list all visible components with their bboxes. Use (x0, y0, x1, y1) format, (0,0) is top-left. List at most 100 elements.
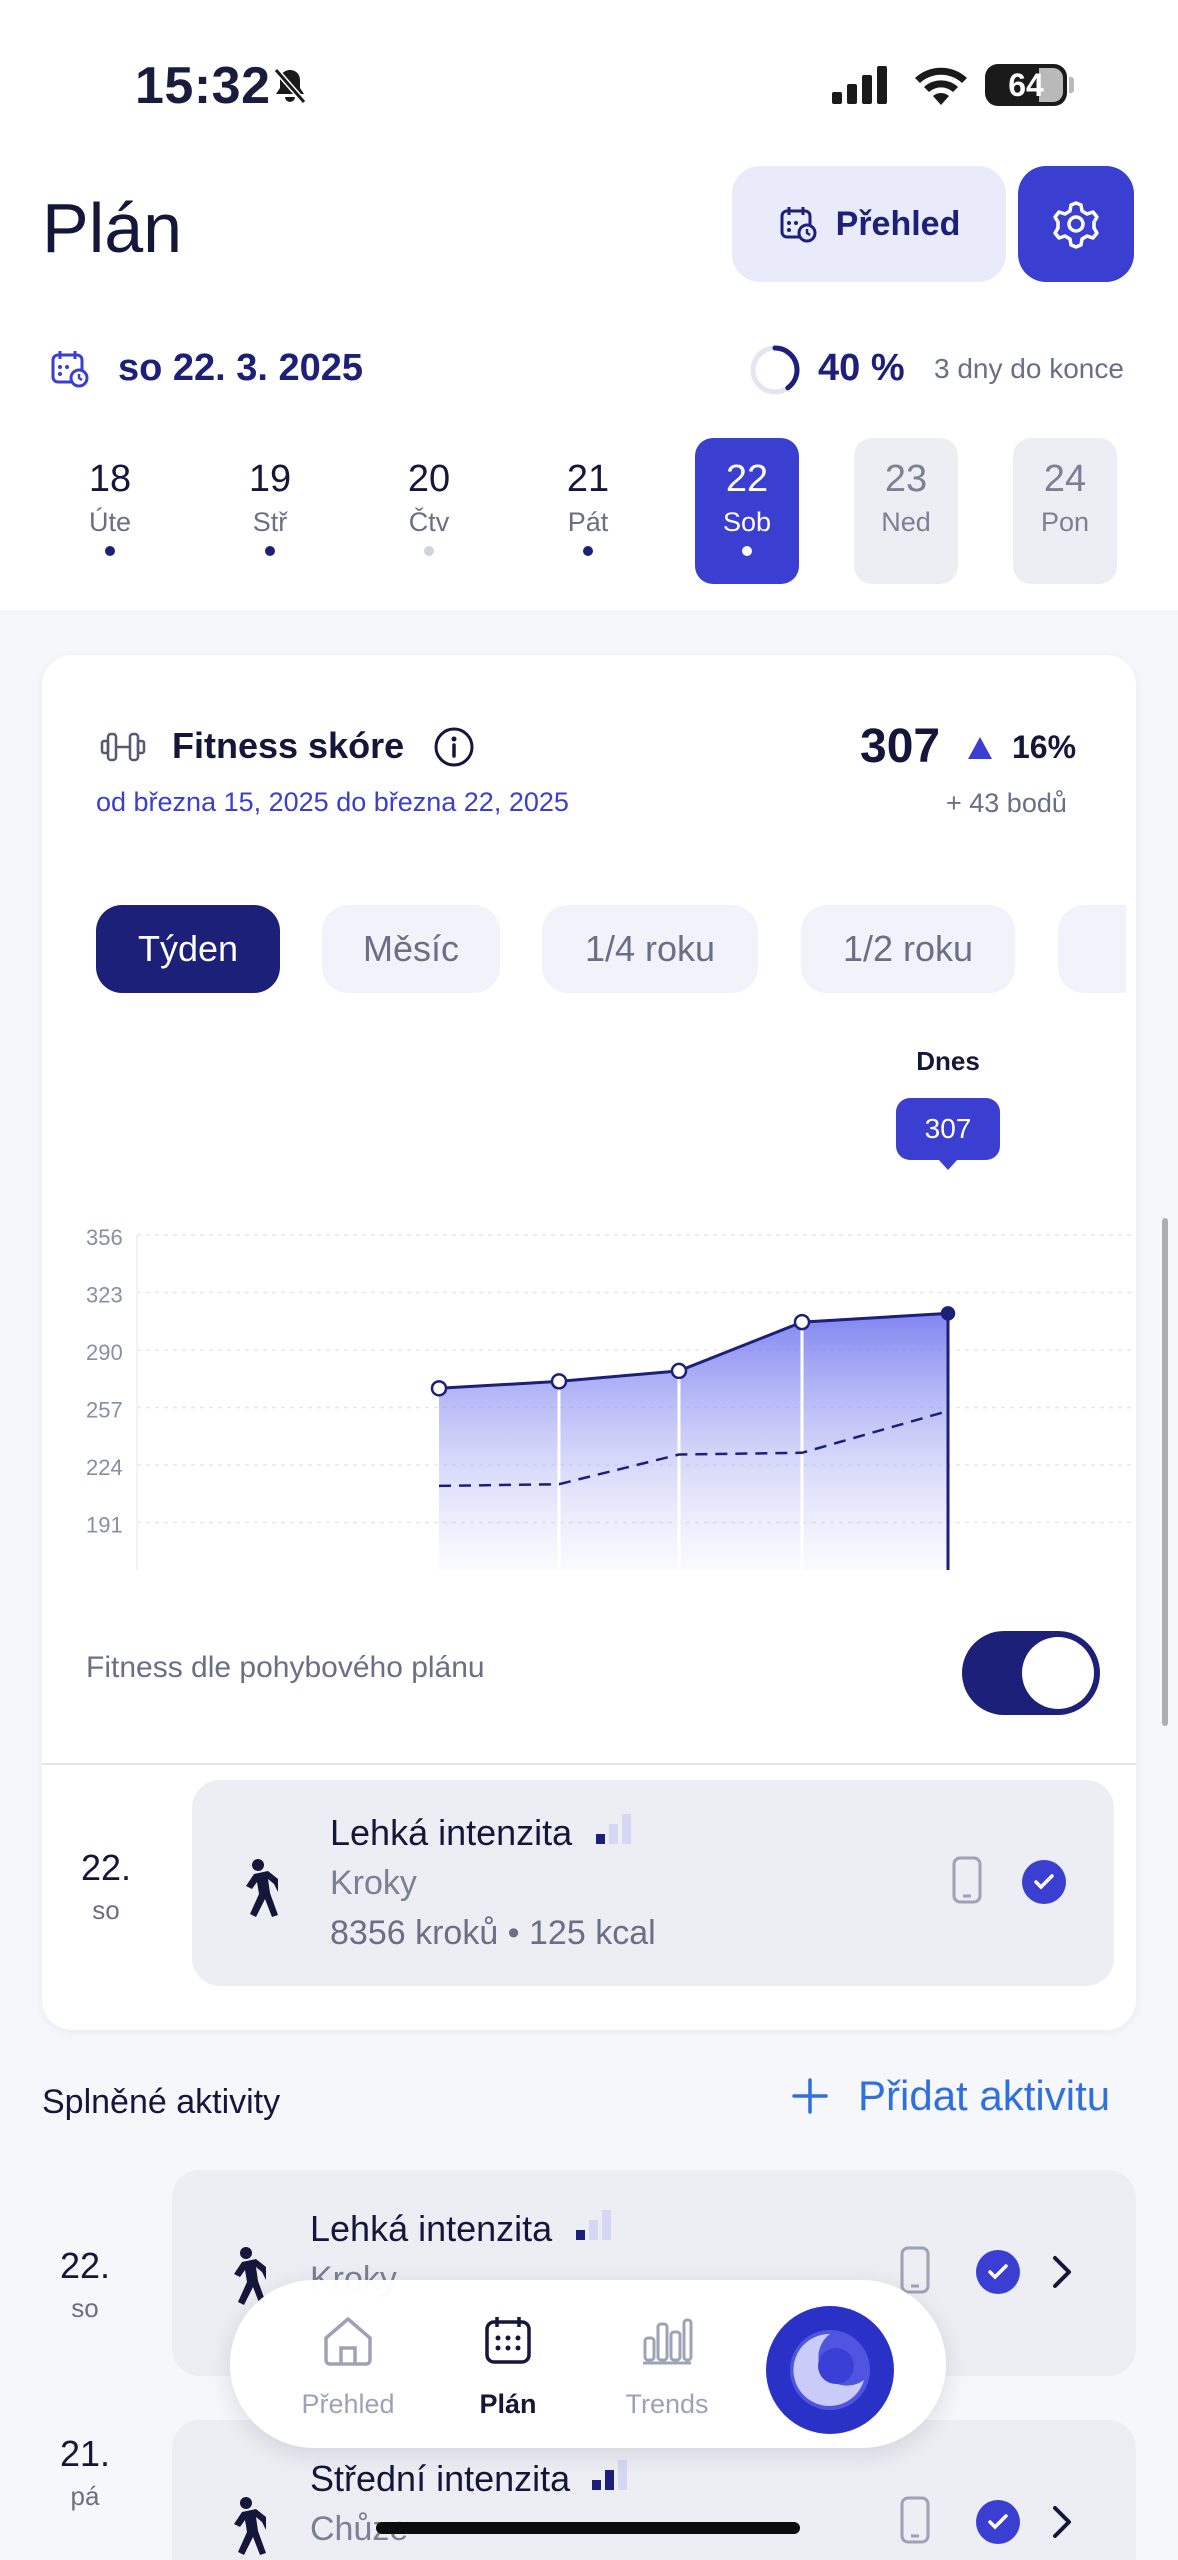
today-label: Dnes (916, 1046, 980, 1076)
chevron-right-icon (1053, 2256, 1071, 2288)
intensity-bars-icon (596, 1814, 631, 1844)
tab-half-year[interactable]: 1/2 roku (801, 905, 1015, 993)
day-item[interactable]: 23 Ned (854, 438, 958, 584)
data-point[interactable] (940, 1306, 956, 1321)
header: Plán Přehled so 22. 3. 2025 (0, 160, 1178, 610)
y-tick-label: 191 (86, 1513, 123, 1538)
tab-week[interactable]: Týden (96, 905, 280, 993)
status-time: 15:32 (135, 57, 271, 115)
home-indicator (376, 2522, 800, 2534)
nav-item-trends[interactable]: Trends (592, 2314, 742, 2420)
add-activity-button[interactable]: Přidat aktivitu (790, 2072, 1110, 2120)
data-point[interactable] (793, 1313, 811, 1331)
dumbbell-icon (100, 732, 146, 762)
check-icon (1022, 1860, 1066, 1904)
data-point[interactable] (670, 1362, 688, 1380)
activity-name: Lehká intenzita (310, 2208, 553, 2249)
plan-toggle-row: Fitness dle pohybového plánu (42, 1613, 1136, 1723)
activity-type: Kroky (330, 1864, 417, 1902)
scrollbar[interactable] (1162, 1218, 1168, 1726)
week-strip: 18 Úte 19 Stř 20 Čtv 21 Pát 22 Sob 23 Ned 24 Po… (0, 438, 1178, 588)
data-point[interactable] (430, 1380, 448, 1397)
tab-year[interactable] (1058, 905, 1126, 993)
day-item[interactable]: 21 Pát (536, 438, 640, 584)
days-remaining: 3 dny do konce (934, 353, 1124, 384)
walking-icon (234, 2497, 266, 2555)
fitness-score-value: 307 (860, 720, 941, 773)
day-item[interactable]: 19 Stř (218, 438, 322, 584)
home-icon (324, 2317, 372, 2366)
fitness-score-card: Fitness skóre od března 15, 2025 do břez… (42, 655, 1136, 2030)
period-tabs: Týden Měsíc 1/4 roku 1/2 roku (96, 905, 1126, 995)
y-tick-label: 224 (86, 1455, 123, 1480)
info-icon[interactable] (432, 725, 476, 769)
activity-detail: 8356 kroků • 125 kcal (330, 1914, 656, 1952)
day-item-selected[interactable]: 22 Sob (695, 438, 799, 584)
today-tooltip-value: 307 (925, 1113, 972, 1144)
walking-icon (246, 1859, 278, 1917)
walking-icon (234, 2247, 266, 2305)
fitness-points-change: + 43 bodů (946, 788, 1067, 818)
nav-item-plan[interactable]: Plán (433, 2314, 583, 2420)
phone-icon (900, 2246, 930, 2294)
completed-activity-card[interactable]: Lehká intenzita Kroky (172, 2170, 1136, 2376)
completed-activities-title: Splněné aktivity (42, 2083, 281, 2121)
tab-month[interactable]: Měsíc (322, 905, 500, 993)
tooltip-pointer (938, 1159, 958, 1170)
bar-chart-icon (643, 2318, 693, 2365)
overview-button-label: Přehled (835, 204, 961, 243)
date-row: so 22. 3. 2025 40 % 3 dny do konce (0, 335, 1178, 405)
calendar-icon (485, 2317, 531, 2364)
selected-date: so 22. 3. 2025 (118, 347, 364, 389)
bell-muted-icon (273, 68, 307, 104)
comparison-line (438, 1409, 949, 1488)
plan-toggle[interactable] (962, 1631, 1100, 1715)
fitness-score-title: Fitness skóre (172, 725, 405, 766)
phone-icon (900, 2496, 930, 2544)
status-bar: 15:32 64 (0, 0, 1178, 160)
activity-date: 22. so (80, 1847, 132, 1925)
check-icon (976, 2250, 1020, 2294)
signal-icon (832, 66, 887, 104)
day-item[interactable]: 20 Čtv (377, 438, 481, 584)
day-item[interactable]: 18 Úte (58, 438, 162, 584)
plan-toggle-label: Fitness dle pohybového plánu (86, 1651, 485, 1684)
plus-icon (792, 2078, 828, 2114)
intensity-bars-icon (576, 2210, 611, 2240)
trend-up-icon (968, 737, 992, 759)
activity-date: 21. pá (59, 2433, 111, 2511)
y-tick-label: 323 (86, 1283, 123, 1308)
data-point[interactable] (550, 1373, 568, 1390)
tab-quarter[interactable]: 1/4 roku (542, 905, 758, 993)
activity-card[interactable]: Lehká intenzita Kroky 8356 kroků • 125 k… (192, 1780, 1114, 1986)
progress-ring-icon (750, 345, 800, 395)
divider (42, 1763, 1136, 1765)
nav-item-overview[interactable]: Přehled (273, 2314, 423, 2420)
calendar-clock-icon (51, 351, 89, 388)
gear-icon (1053, 201, 1099, 249)
day-item[interactable]: 24 Pon (1013, 438, 1117, 584)
progress-percent: 40 % (818, 347, 905, 389)
assistant-swirl-icon (790, 2330, 870, 2410)
page-title: Plán (42, 189, 183, 267)
assistant-button[interactable] (766, 2306, 894, 2434)
y-tick-label: 257 (86, 1398, 123, 1423)
settings-button[interactable] (1018, 166, 1134, 282)
y-tick-label: 290 (86, 1340, 123, 1365)
intensity-bars-icon (592, 2460, 627, 2490)
fitness-date-range: od března 15, 2025 do března 22, 2025 (96, 787, 569, 817)
activity-name: Střední intenzita (310, 2458, 571, 2499)
overview-button[interactable]: Přehled (732, 166, 1006, 282)
fitness-chart-svg: 356323290257224191158nepoútstčtpáTodayDn… (86, 1046, 1136, 1570)
activity-date: 22. so (59, 2245, 111, 2323)
calendar-clock-icon (780, 207, 817, 243)
add-activity-label: Přidat aktivitu (858, 2072, 1111, 2119)
check-icon (976, 2500, 1020, 2544)
phone-icon (952, 1856, 982, 1904)
battery-icon: 64 (985, 64, 1067, 106)
wifi-icon (915, 67, 967, 105)
series-area (439, 1313, 948, 1570)
chevron-right-icon (1053, 2506, 1071, 2538)
y-tick-label: 356 (86, 1225, 123, 1250)
fitness-chart: 356323290257224191158nepoútstčtpáTodayDn… (42, 1040, 1136, 1570)
